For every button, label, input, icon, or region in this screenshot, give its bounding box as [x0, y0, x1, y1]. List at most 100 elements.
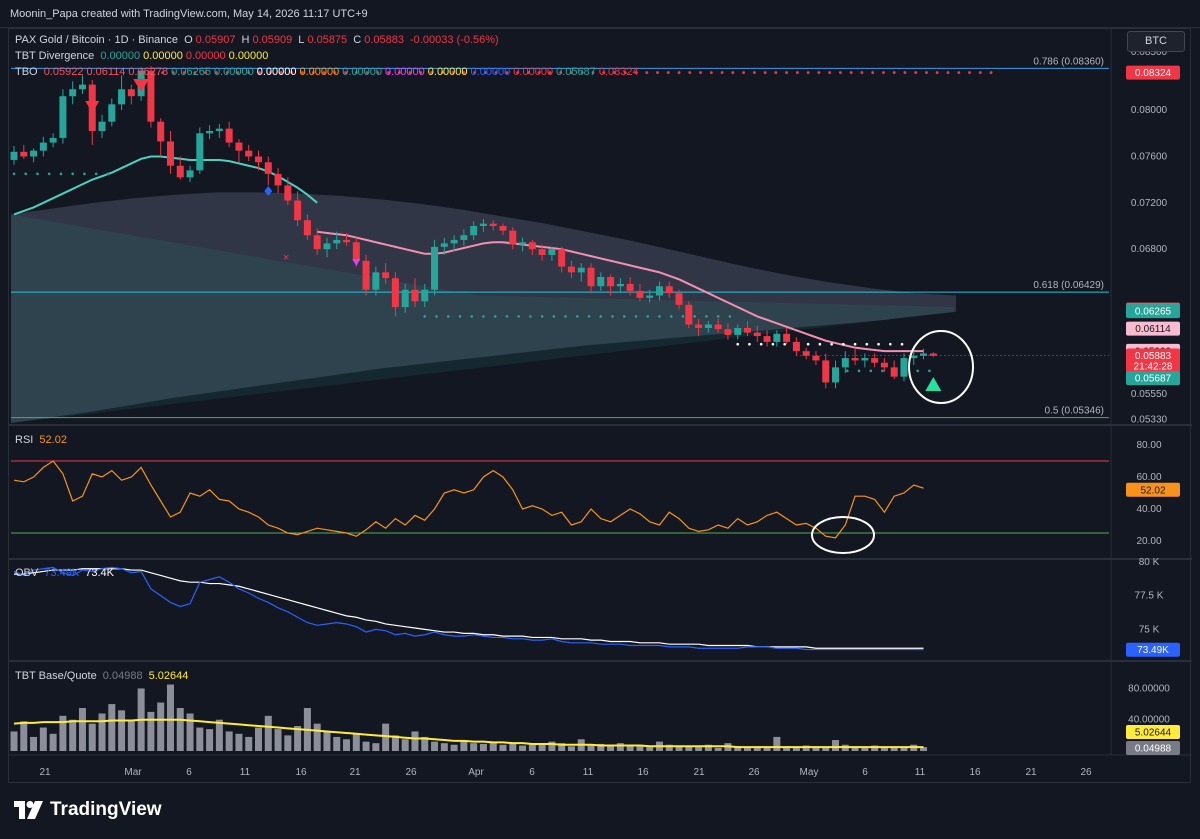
obv-line [13, 566, 924, 651]
annotations [811, 330, 974, 554]
compare-symbol-button[interactable]: BTC [1127, 31, 1185, 52]
resistance-dot [892, 71, 896, 74]
tbt-bar [39, 727, 47, 751]
candle-down [929, 353, 937, 356]
tbt-bar [382, 723, 390, 751]
tbo-value: 0.00000 [342, 66, 382, 78]
candle-up [841, 358, 849, 368]
support-dot [928, 369, 931, 373]
tbt-bar [118, 710, 126, 751]
tbt-bar [352, 733, 360, 751]
brand-name: TradingView [50, 799, 162, 820]
tbt-bar [421, 736, 429, 751]
resistance-dot [397, 71, 401, 74]
resistance-dot [290, 71, 294, 74]
resistance-dot [602, 71, 606, 74]
tbt-bar [665, 744, 673, 751]
resistance-dot [236, 71, 240, 74]
support-dot [540, 315, 544, 318]
resistance-dot [871, 71, 875, 74]
price-axis[interactable]: 0.08500 0.08000 0.07600 0.07200 0.06800 0.055… [9, 29, 1192, 755]
rsi-tag-label: 52.02 [1140, 485, 1165, 496]
candle-up [421, 289, 429, 302]
resistance-dot [828, 71, 832, 74]
chart-canvas[interactable]: 0.786 (0.08360) 0.618 (0.06429) 0.5 (0.053… [9, 29, 1192, 784]
diamond-marker [264, 186, 273, 196]
candle-up [401, 289, 409, 308]
resistance-dot [279, 71, 283, 74]
candle-up [616, 283, 624, 287]
time-axis-tick: 6 [186, 767, 192, 778]
tbt-bar [636, 744, 644, 751]
resistance-dot [634, 71, 638, 74]
support-dot [857, 369, 861, 373]
tbo-value: 0.06265 [171, 66, 211, 78]
tradingview-logo-icon [14, 801, 43, 819]
resistance-dot [849, 71, 853, 74]
candle-down [538, 249, 546, 255]
tbt-bar [714, 747, 722, 751]
candle-up [577, 267, 585, 273]
tradingview-logo[interactable]: TradingView [14, 799, 162, 821]
time-axis-tick: 21 [39, 767, 51, 778]
support-dot [576, 315, 579, 318]
candle-down [294, 200, 302, 221]
time-axis[interactable]: 21 Mar 6 11 16 21 26 Apr 6 11 16 21 26 May 6 11 16 21 26 [9, 754, 1192, 778]
tbo-value: 0.05687 [556, 66, 596, 78]
resistance-dot [946, 71, 950, 74]
support-dot [830, 342, 833, 346]
price-tag [1126, 321, 1180, 336]
obv-pane[interactable] [13, 566, 924, 651]
tbt-bar [78, 708, 86, 751]
time-axis-tick: 26 [748, 767, 760, 778]
sell-signal-marker [85, 101, 100, 113]
resistance-dot [817, 71, 821, 74]
resistance-dot [494, 71, 498, 74]
tbt-ma-line [13, 718, 924, 749]
rsi-tag [1126, 482, 1180, 497]
resistance-dot [742, 71, 745, 74]
price-tag-label: 21:42:28 [1134, 362, 1173, 373]
resistance-dot [376, 71, 380, 74]
ma-pink-line [317, 230, 924, 353]
candle-up [440, 243, 448, 247]
divergence-marker [352, 259, 361, 266]
tbo-legend-row: TBO 0.05922 0.06114 0.06278 0.06265 0.00000 0… [15, 64, 642, 80]
support-dot [587, 315, 591, 318]
tbt-bar [245, 736, 253, 751]
tbt-base-quote-pane[interactable] [10, 684, 928, 751]
obv-value: 73.49K [44, 567, 80, 579]
tbt-divergence-value: 0.00000 [228, 50, 269, 62]
price-pane[interactable]: 0.786 (0.08360) 0.618 (0.06429) 0.5 (0.053… [10, 56, 1110, 423]
tbt-bar [499, 744, 507, 751]
candle-down [695, 324, 703, 328]
hand-drawn-circle [811, 516, 875, 554]
tbt-bar [519, 745, 527, 751]
tbt-bar [607, 745, 615, 751]
candle-up [59, 96, 67, 138]
resistance-dot [699, 71, 702, 74]
publish-caption: Moonin_Papa created with TradingView.com… [10, 8, 368, 20]
candle-down [685, 304, 693, 325]
chart-frame[interactable]: 0.786 (0.08360) 0.618 (0.06429) 0.5 (0.053… [8, 28, 1192, 784]
support-dot [106, 172, 110, 176]
rsi-pane[interactable] [11, 460, 1109, 539]
resistance-dot [623, 71, 627, 74]
candle-down [343, 239, 351, 243]
support-dot [646, 315, 650, 318]
candle-down [675, 293, 683, 305]
candle-down [284, 185, 292, 201]
candle-down [753, 332, 761, 337]
price-axis-tick: 0.05550 [1131, 389, 1168, 400]
tbt-bar [792, 747, 800, 751]
tbt-bar [744, 747, 751, 751]
candle-up [734, 327, 742, 335]
price-tag [1126, 359, 1180, 374]
candle-up [861, 358, 869, 361]
support-dot [36, 172, 39, 176]
candle-down [127, 89, 135, 97]
tbt-bar [880, 747, 888, 751]
resistance-dot [645, 71, 649, 74]
resistance-dot [387, 71, 390, 74]
support-dot [705, 315, 708, 318]
